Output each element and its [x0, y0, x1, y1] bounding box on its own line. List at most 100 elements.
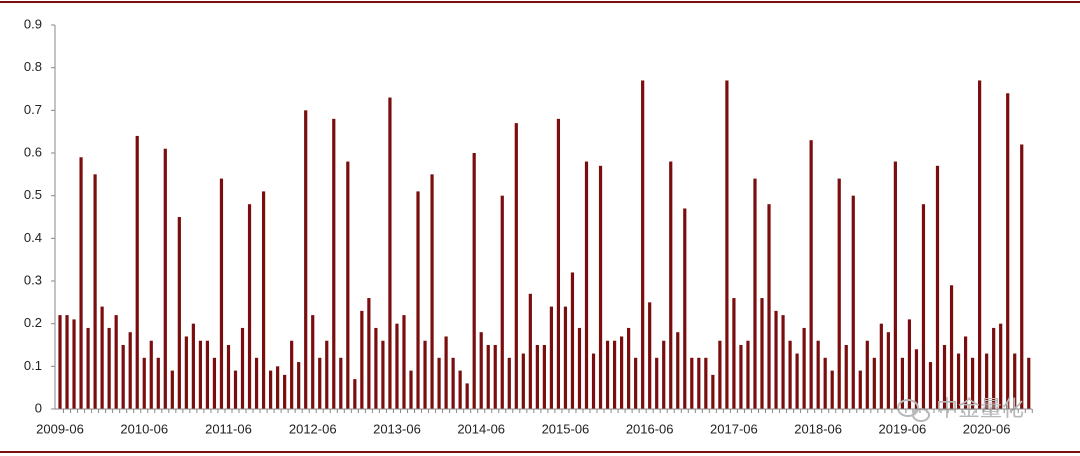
bar: [261, 191, 266, 409]
bar: [753, 178, 757, 409]
bar: [472, 153, 476, 409]
x-tick-label: 2020-06: [963, 421, 1011, 436]
bar: [844, 345, 848, 409]
bar: [725, 80, 729, 409]
bar: [830, 370, 834, 409]
bar: [963, 336, 968, 409]
bar: [865, 340, 869, 409]
x-tick-label: 2011-06: [205, 421, 252, 436]
bar: [374, 327, 378, 409]
bar: [163, 148, 167, 409]
bar: [676, 332, 680, 409]
bar: [669, 161, 673, 409]
bar: [612, 340, 617, 409]
bar: [212, 357, 217, 409]
y-tick-label: 0.5: [24, 187, 42, 202]
bar: [346, 161, 350, 409]
bar: [198, 340, 202, 409]
bar: [290, 340, 294, 409]
bar: [1020, 144, 1024, 409]
bar: [697, 357, 701, 409]
bar: [93, 174, 97, 409]
bar: [86, 327, 90, 409]
bar: [114, 315, 118, 409]
bar: [283, 374, 287, 409]
bar: [942, 345, 947, 409]
bar: [205, 340, 210, 409]
bar: [1013, 353, 1017, 409]
bar: [156, 357, 160, 409]
bar: [851, 195, 855, 409]
bar: [999, 323, 1003, 409]
x-tick-label: 2010-06: [120, 421, 168, 436]
bar: [233, 370, 238, 409]
bar: [690, 357, 694, 409]
bar: [149, 340, 153, 409]
bar: [760, 298, 764, 409]
x-tick-label: 2018-06: [794, 421, 842, 436]
y-tick-label: 0.8: [24, 59, 42, 74]
y-tick-label: 0.9: [24, 16, 42, 31]
bar: [437, 357, 441, 409]
bar: [935, 165, 940, 409]
bar: [711, 374, 715, 409]
bar: [739, 345, 743, 409]
y-tick-label: 0.4: [24, 230, 42, 245]
bar: [570, 272, 575, 409]
bar: [584, 161, 589, 409]
bar: [928, 362, 933, 409]
bar: [353, 379, 357, 409]
bar: [219, 178, 224, 409]
bar: [795, 353, 799, 409]
bar: [381, 340, 385, 409]
bar: [269, 370, 273, 409]
bar: [985, 353, 989, 409]
bar: [535, 345, 539, 409]
bar: [978, 80, 982, 409]
bar: [718, 340, 722, 409]
bar: [563, 306, 568, 409]
bar: [648, 302, 652, 409]
bar: [423, 340, 427, 409]
bar: [774, 310, 778, 409]
bar: [992, 327, 996, 409]
bar: [605, 340, 610, 409]
bar: [142, 357, 146, 409]
bar: [304, 110, 308, 409]
bar: [121, 345, 125, 409]
x-tick-label: 2014-06: [457, 421, 505, 436]
bar: [893, 161, 897, 409]
bar: [577, 327, 582, 409]
bar: [802, 327, 806, 409]
bar: [746, 340, 750, 409]
bar: [191, 323, 195, 409]
bar: [184, 336, 188, 409]
bar: [177, 217, 181, 409]
bar: [500, 195, 504, 409]
bar: [641, 80, 645, 409]
y-tick-label: 0.3: [24, 272, 42, 287]
bar: [816, 340, 820, 409]
bar: [72, 319, 76, 409]
bar: [444, 336, 448, 409]
bar: [247, 204, 252, 409]
bar: [879, 323, 883, 409]
bar: [598, 165, 603, 409]
bar: [135, 135, 139, 409]
bar: [479, 332, 483, 409]
bar: [451, 357, 455, 409]
bar: [100, 306, 104, 409]
bar: [858, 370, 862, 409]
bar: [788, 340, 792, 409]
bar: [872, 357, 876, 409]
bar: [627, 327, 631, 409]
bar: [549, 306, 553, 409]
bar: [514, 123, 518, 409]
bar: [332, 118, 336, 409]
bar: [886, 332, 890, 409]
bar: [79, 157, 83, 409]
bar: [458, 370, 462, 409]
bar: [276, 366, 280, 409]
bar: [402, 315, 406, 409]
